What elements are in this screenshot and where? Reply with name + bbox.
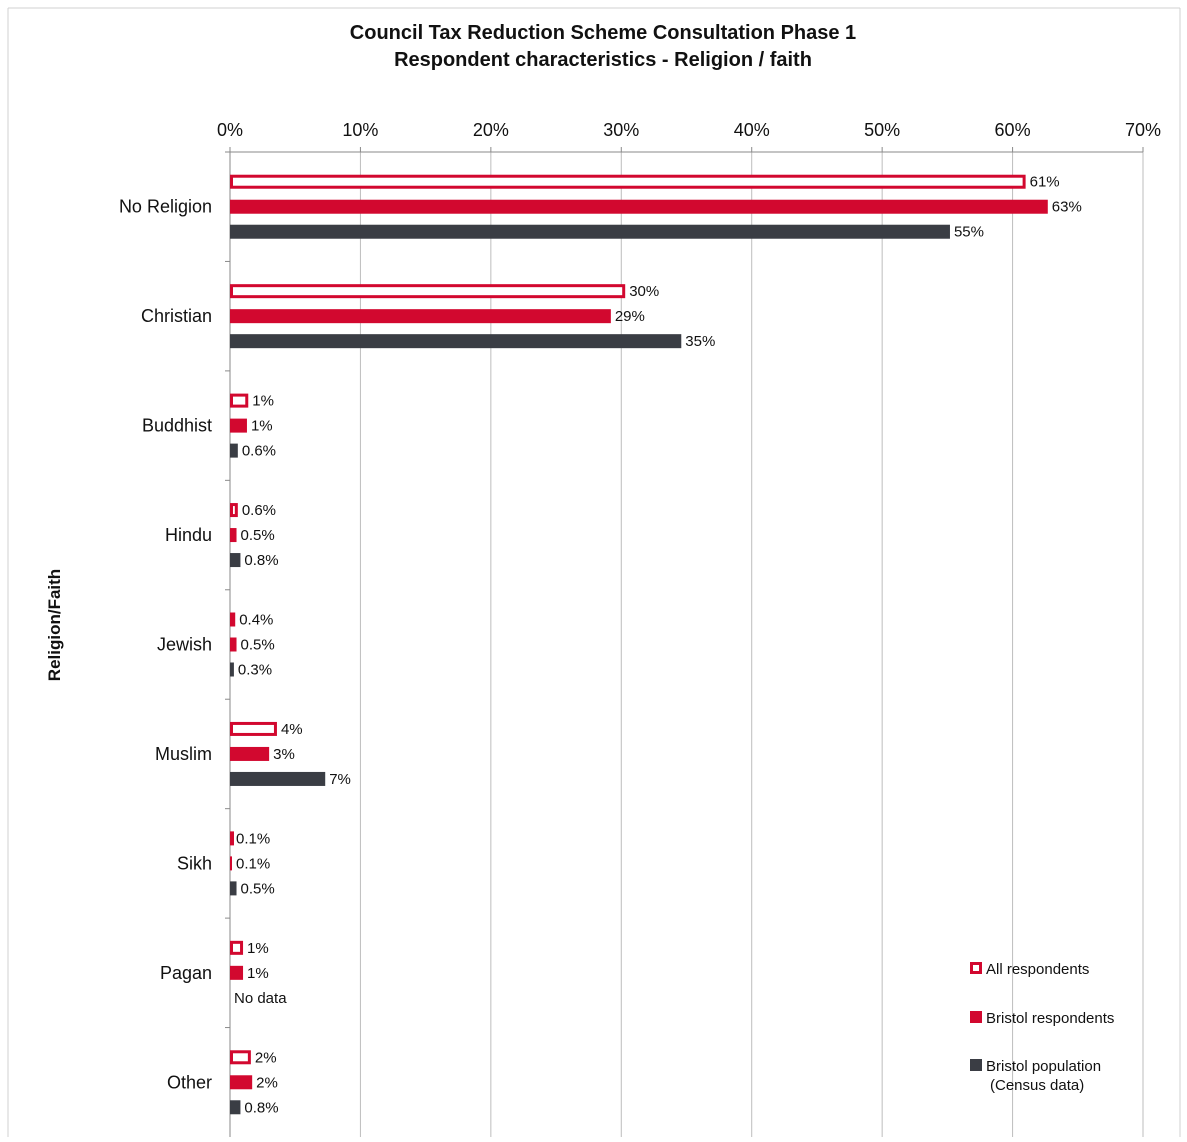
chart-subtitle: Respondent characteristics - Religion / … xyxy=(394,49,812,71)
x-tick-label-10: 10% xyxy=(342,120,378,140)
legend-swatch-all-respondents xyxy=(970,962,982,974)
value-label-bristol-population-census-data-muslim: 7% xyxy=(329,771,351,788)
x-tick-label-0: 0% xyxy=(217,120,243,140)
value-label-all-respondents-muslim: 4% xyxy=(281,721,303,738)
x-tick-label-20: 20% xyxy=(473,120,509,140)
legend-label-line: (Census data) xyxy=(990,1077,1084,1094)
chart-title: Council Tax Reduction Scheme Consultatio… xyxy=(350,22,856,44)
bar-bristol-respondents-christian xyxy=(230,309,611,324)
bar-bristol-respondents-buddhist xyxy=(230,418,247,433)
x-tick-label-70: 70% xyxy=(1125,120,1161,140)
value-label-bristol-population-census-data-christian: 35% xyxy=(685,333,715,350)
bar-bristol-population-census-data-christian xyxy=(230,334,682,349)
category-label-other: Other xyxy=(167,1072,212,1092)
bar-all-respondents-hindu xyxy=(230,503,238,518)
value-label-bristol-respondents-muslim: 3% xyxy=(273,746,295,763)
bar-bristol-respondents-hindu xyxy=(230,528,237,543)
x-tick-label-50: 50% xyxy=(864,120,900,140)
bar-all-respondents-sikh xyxy=(230,831,234,846)
bar-bristol-population-census-data-no-religion xyxy=(230,224,950,239)
legend-swatch-bristol-population-census-data xyxy=(970,1059,982,1071)
bar-bristol-respondents-jewish xyxy=(230,637,237,652)
category-label-sikh: Sikh xyxy=(177,853,212,873)
bar-bristol-population-census-data-buddhist xyxy=(230,443,238,458)
value-label-bristol-respondents-christian: 29% xyxy=(615,308,645,325)
category-label-christian: Christian xyxy=(141,306,212,326)
legend-label-line: All respondents xyxy=(986,961,1089,978)
bar-bristol-respondents-no-religion xyxy=(230,199,1048,214)
value-label-all-respondents-hindu: 0.6% xyxy=(242,502,276,519)
value-label-all-respondents-sikh: 0.1% xyxy=(236,830,270,847)
x-tick-label-30: 30% xyxy=(603,120,639,140)
bar-bristol-respondents-muslim xyxy=(230,746,270,761)
category-label-hindu: Hindu xyxy=(165,525,212,545)
value-label-bristol-respondents-no-religion: 63% xyxy=(1052,199,1082,216)
legend-swatch-bristol-respondents xyxy=(970,1011,982,1023)
bar-all-respondents-muslim xyxy=(230,721,277,736)
value-label-bristol-population-census-data-hindu: 0.8% xyxy=(244,552,278,569)
bar-bristol-population-census-data-sikh xyxy=(230,881,237,896)
category-label-no-religion: No Religion xyxy=(119,197,212,217)
value-label-bristol-respondents-buddhist: 1% xyxy=(251,418,273,435)
category-label-buddhist: Buddhist xyxy=(142,416,212,436)
legend: All respondents Bristol respondents Bristo… xyxy=(970,961,1114,1094)
bars xyxy=(230,174,1048,1115)
value-label-all-respondents-no-religion: 61% xyxy=(1030,174,1060,191)
bar-bristol-population-census-data-muslim xyxy=(230,771,326,786)
category-label-jewish: Jewish xyxy=(157,635,212,655)
bar-all-respondents-pagan xyxy=(230,940,244,955)
axes: 0% 10% 20% 30% 40% 50% 60% 70% No Religion Christ… xyxy=(119,120,1161,1137)
value-label-bristol-population-census-data-other: 0.8% xyxy=(244,1099,278,1116)
x-tick-label-60: 60% xyxy=(995,120,1031,140)
value-label-all-respondents-buddhist: 1% xyxy=(252,393,274,410)
legend-label-all-respondents: All respondents xyxy=(986,961,1089,978)
value-label-bristol-population-census-data-jewish: 0.3% xyxy=(238,662,272,679)
category-label-muslim: Muslim xyxy=(155,744,212,764)
bar-bristol-population-census-data-jewish xyxy=(230,662,234,677)
bar-bristol-respondents-pagan xyxy=(230,965,244,980)
bar-all-respondents-other xyxy=(230,1050,251,1065)
value-label-bristol-population-census-data-pagan: No data xyxy=(234,990,287,1007)
x-tick-label-40: 40% xyxy=(734,120,770,140)
bar-all-respondents-christian xyxy=(230,284,626,299)
value-label-bristol-population-census-data-no-religion: 55% xyxy=(954,224,984,241)
value-label-all-respondents-other: 2% xyxy=(255,1049,277,1066)
value-label-all-respondents-christian: 30% xyxy=(629,283,659,300)
bar-bristol-population-census-data-hindu xyxy=(230,553,241,568)
y-axis-label: Religion/Faith xyxy=(45,569,64,681)
legend-label-line: Bristol respondents xyxy=(986,1010,1114,1027)
bar-bristol-population-census-data-other xyxy=(230,1100,241,1115)
value-label-bristol-respondents-hindu: 0.5% xyxy=(241,527,275,544)
value-label-bristol-respondents-other: 2% xyxy=(256,1074,278,1091)
bar-all-respondents-jewish xyxy=(230,612,236,627)
category-label-pagan: Pagan xyxy=(160,963,212,983)
bar-all-respondents-no-religion xyxy=(230,174,1026,189)
bar-all-respondents-buddhist xyxy=(230,393,249,408)
legend-label-line: Bristol population xyxy=(986,1058,1101,1075)
value-label-all-respondents-pagan: 1% xyxy=(247,940,269,957)
legend-label-bristol-population-census-data: Bristol population (Census data) xyxy=(986,1058,1101,1094)
value-label-bristol-population-census-data-sikh: 0.5% xyxy=(241,880,275,897)
legend-label-bristol-respondents: Bristol respondents xyxy=(986,1010,1114,1027)
value-label-bristol-respondents-sikh: 0.1% xyxy=(236,855,270,872)
data-labels: 61% 63% 55% 30% 29% 35% 1% 1% 0.6% 0.6% 0.5% 0.8% 0.… xyxy=(234,174,1082,1117)
value-label-all-respondents-jewish: 0.4% xyxy=(239,612,273,629)
value-label-bristol-population-census-data-buddhist: 0.6% xyxy=(242,443,276,460)
bar-bristol-respondents-other xyxy=(230,1075,253,1090)
value-label-bristol-respondents-jewish: 0.5% xyxy=(241,637,275,654)
bar-bristol-respondents-sikh xyxy=(230,856,232,871)
value-label-bristol-respondents-pagan: 1% xyxy=(247,965,269,982)
